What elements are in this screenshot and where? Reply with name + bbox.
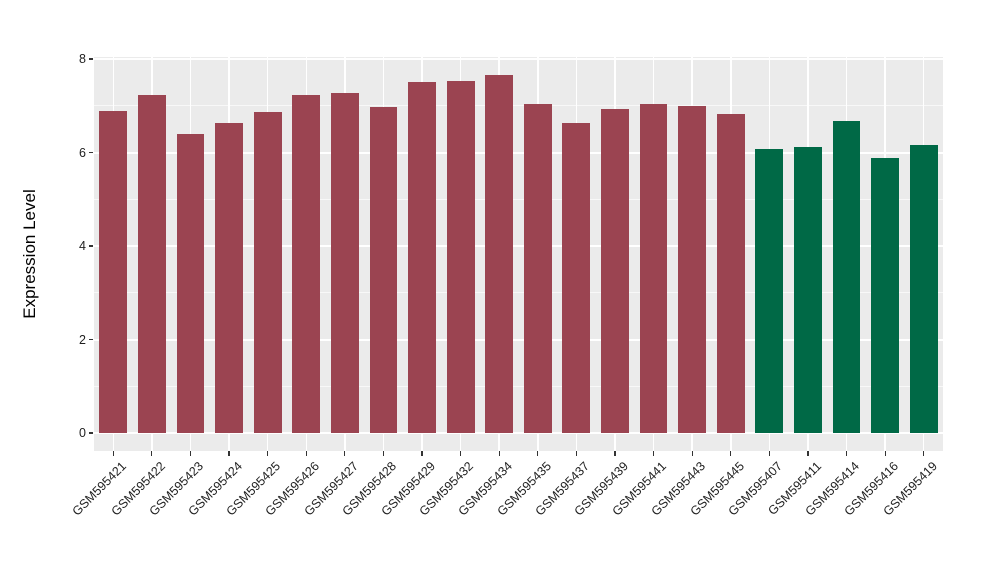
y-tick-label: 6 (79, 145, 86, 160)
y-tick-mark (89, 151, 93, 154)
x-tick-mark (189, 451, 192, 456)
y-tick-label: 2 (79, 332, 86, 347)
y-axis-title: Expression Level (20, 189, 39, 319)
bar-GSM595419 (909, 145, 938, 433)
bar-GSM595435 (523, 104, 552, 433)
bar-GSM595416 (871, 158, 899, 433)
x-tick-mark (652, 451, 655, 456)
x-tick-mark (498, 451, 500, 456)
bar-GSM595421 (99, 111, 128, 433)
x-tick-mark (228, 451, 230, 456)
bar-GSM595422 (137, 95, 166, 433)
gridline-minor (94, 198, 943, 200)
x-tick-mark (691, 451, 693, 456)
bar-GSM595434 (485, 74, 514, 433)
bar-GSM595439 (601, 109, 629, 433)
x-tick-mark (807, 451, 809, 456)
x-tick-mark (614, 451, 616, 456)
x-tick-mark (305, 451, 307, 456)
bar-GSM595407 (755, 148, 784, 433)
plot-panel (94, 57, 943, 451)
x-tick-mark (768, 451, 770, 456)
bar-GSM595429 (408, 82, 436, 433)
bar-GSM595437 (562, 122, 591, 433)
x-tick-mark (730, 451, 732, 456)
bar-GSM595414 (832, 120, 861, 433)
y-tick-mark (89, 58, 93, 60)
gridline-major (94, 151, 943, 154)
x-tick-mark (112, 451, 114, 456)
bar-GSM595427 (330, 93, 359, 433)
x-tick-mark (267, 451, 269, 456)
bar-GSM595423 (176, 133, 205, 433)
y-tick-label: 8 (79, 52, 86, 66)
x-tick-mark (575, 451, 577, 456)
x-tick-mark (845, 451, 848, 456)
bar-GSM595428 (369, 107, 398, 433)
bar-GSM595424 (215, 122, 243, 433)
y-tick-mark (89, 432, 93, 434)
bar-GSM595441 (639, 104, 668, 433)
x-tick-mark (460, 451, 462, 456)
gridline-major (94, 58, 943, 60)
x-tick-mark (151, 451, 153, 456)
y-tick-label: 0 (79, 426, 86, 440)
bar-GSM595411 (794, 146, 822, 433)
x-tick-mark (344, 451, 346, 456)
y-tick-label: 4 (79, 239, 86, 253)
gridline-minor (94, 385, 943, 387)
gridline-minor (94, 292, 943, 294)
y-tick-mark (89, 338, 93, 341)
x-tick-mark (923, 451, 925, 456)
gridline-major (94, 245, 943, 247)
x-tick-mark (421, 451, 423, 456)
x-tick-mark (884, 451, 886, 456)
bar-GSM595443 (678, 106, 707, 433)
bar-GSM595445 (716, 114, 745, 433)
bar-GSM595425 (253, 111, 282, 433)
bar-GSM595426 (292, 94, 321, 433)
x-tick-mark (537, 451, 539, 456)
x-tick-mark (382, 451, 385, 456)
gridline-minor (94, 105, 943, 107)
gridline-major (94, 338, 943, 341)
bar-GSM595432 (446, 80, 475, 433)
y-tick-mark (89, 245, 93, 247)
gridline-major (94, 432, 943, 434)
